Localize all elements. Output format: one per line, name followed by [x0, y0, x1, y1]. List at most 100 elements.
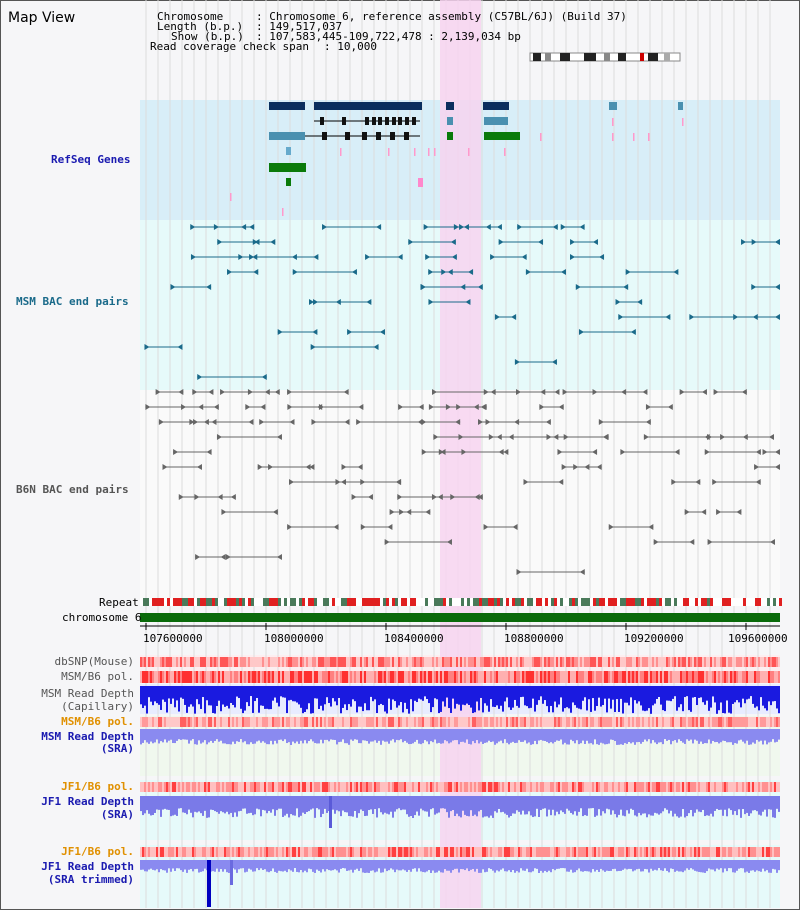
msm-pol-heat: [740, 671, 742, 683]
repeat-segment: [680, 598, 683, 606]
msm-pol2-heat: [386, 717, 388, 727]
msm-bac-pair-end: [578, 329, 584, 335]
msm-pol2-heat: [176, 717, 178, 727]
msm-depth-bar: [194, 686, 196, 714]
jf1-pol-heat: [144, 782, 146, 792]
jf1-depth-bar: [312, 796, 314, 809]
dbsnp-heat: [572, 657, 574, 667]
msm-bac-pair-end: [397, 254, 403, 260]
repeat-segment: [344, 598, 347, 606]
jf1-depth-bar: [682, 796, 684, 810]
gene-feature: [269, 102, 305, 110]
repeat-segment: [749, 598, 752, 606]
msm-sra-depth-bar: [296, 729, 298, 742]
jf1-depth-bar: [170, 796, 172, 817]
jf1-depth-bar: [226, 796, 228, 812]
jf1-pol-heat: [156, 782, 158, 792]
msm-bac-label[interactable]: MSM BAC end pairs: [16, 295, 129, 308]
msm-pol2-heat: [280, 717, 282, 727]
msm-sra-depth-bar: [314, 729, 316, 743]
jf1-pol-heat: [514, 782, 516, 792]
jf1-pol-heat: [204, 782, 206, 792]
jf1-trim-depth-bar: [756, 860, 758, 871]
dbsnp-heat: [500, 657, 502, 667]
jf1-depth-bar: [732, 796, 734, 815]
msm-depth-bar: [470, 686, 472, 708]
jf1-depth-bar: [706, 796, 708, 816]
dbsnp-heat: [716, 657, 718, 667]
jf1-pol2-heat: [712, 847, 714, 857]
repeat-segment: [734, 598, 737, 606]
jf1-depth-bar: [414, 796, 416, 816]
jf1-pol-heat: [222, 782, 224, 792]
jf1-trim-depth-bar: [174, 860, 176, 871]
b6n-bac-pair-end: [602, 434, 608, 440]
jf1-pol-heat: [500, 782, 502, 792]
jf1-pol2-heat: [730, 847, 732, 857]
dbsnp-heat: [222, 657, 224, 667]
msm-bac-pair-end: [252, 254, 258, 260]
jf1-depth-bar: [646, 796, 648, 818]
jf1-pol-heat: [758, 782, 760, 792]
jf1-depth-bar: [464, 796, 466, 815]
jf1-pol2-heat: [318, 847, 320, 857]
jf1-pol-heat: [442, 782, 444, 792]
msm-sra-depth-bar: [656, 729, 658, 745]
jf1-depth-bar: [252, 796, 254, 816]
jf1-pol2-heat: [268, 847, 270, 857]
msm-depth-bar: [700, 686, 702, 698]
msm-pol-heat: [668, 671, 670, 683]
msm-sra-depth-bar: [724, 729, 726, 741]
jf1-depth-bar: [374, 796, 376, 810]
jf1-trim-depth-bar: [510, 860, 512, 873]
msm-bac-pair-end: [560, 269, 566, 275]
msm-bac-pair-end: [351, 269, 357, 275]
repeat-segment: [476, 598, 479, 606]
jf1-depth-bar: [722, 796, 724, 816]
msm-depth-bar: [746, 686, 748, 700]
msm-pol-heat: [226, 671, 228, 683]
jf1-pol-heat: [458, 782, 460, 792]
b6n-bac-pair-end: [360, 479, 366, 485]
jf1-trim-depth-bar: [542, 860, 544, 873]
dbsnp-heat: [462, 657, 464, 667]
msm-depth-bar: [774, 686, 776, 702]
msm-pol-heat: [576, 671, 578, 683]
msm-bac-pair-end: [521, 254, 527, 260]
msm-sra-depth-bar: [534, 729, 536, 741]
msm-pol-heat: [756, 671, 758, 683]
jf1-pol2-heat: [348, 847, 350, 857]
repeat-segment: [158, 598, 161, 606]
refseq-genes-label[interactable]: RefSeq Genes: [51, 153, 131, 166]
msm-pol2-heat: [704, 717, 706, 727]
jf1-pol-heat: [670, 782, 672, 792]
msm-pol-heat: [386, 671, 388, 683]
msm-pol-heat: [708, 671, 710, 683]
b6n-bac-label[interactable]: B6N BAC end pairs: [16, 483, 129, 496]
msm-pol2-heat: [478, 717, 480, 727]
dbsnp-heat: [360, 657, 362, 667]
msm-pol2-heat: [252, 717, 254, 727]
repeat-segment: [707, 598, 710, 606]
msm-pol2-heat: [522, 717, 524, 727]
msm-pol-heat: [444, 671, 446, 683]
jf1-trim-depth-bar: [618, 860, 620, 871]
msm-pol2-heat: [518, 717, 520, 727]
jf1-depth-bar: [144, 796, 146, 814]
dbsnp-heat: [444, 657, 446, 667]
msm-pol-heat: [642, 671, 644, 683]
msm-depth-bar: [612, 686, 614, 700]
msm-pol2-heat: [652, 717, 654, 727]
msm-pol-heat: [232, 671, 234, 683]
jf1-pol-heat: [710, 782, 712, 792]
msm-depth-bar: [174, 686, 176, 708]
jf1-depth-bar: [662, 796, 664, 812]
msm-sra-depth-bar: [754, 729, 756, 744]
gene-exon: [390, 132, 395, 140]
jf1-pol-heat: [294, 782, 296, 792]
msm-pol-heat: [258, 671, 260, 683]
jf1-depth-bar: [596, 796, 598, 816]
jf1-pol2-heat: [156, 847, 158, 857]
msm-sra-depth-bar: [142, 729, 144, 743]
msm-bac-pair-end: [177, 344, 183, 350]
